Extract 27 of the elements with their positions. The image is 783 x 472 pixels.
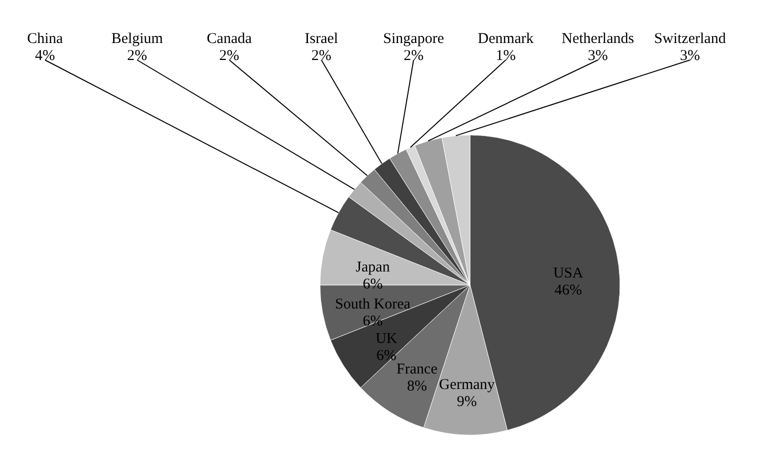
data-label: 6% [362,276,383,292]
slice-label: Japan [356,259,390,276]
slice-label: Netherlands [562,31,634,47]
data-label: 9% [456,394,477,410]
slice-label: UK [376,331,398,348]
slice-label: Singapore [383,31,444,47]
data-label: 2% [127,48,148,64]
data-label: 46% [554,282,582,299]
slice-label: France [396,362,438,378]
slice-label: China [27,31,64,47]
slice-label: Israel [304,31,338,47]
slice-label: South Korea [335,296,411,313]
data-label: 6% [376,348,396,364]
slice-label: Denmark [478,31,534,47]
data-label: 8% [406,378,427,395]
slice-label: Switzerland [654,31,726,47]
slice-label: Belgium [111,31,164,47]
data-label: 3% [588,48,608,64]
data-label: 4% [35,48,55,64]
data-label: 3% [680,48,700,64]
data-label: 1% [496,48,516,64]
data-label: 2% [219,48,240,64]
slice-label: Canada [206,31,252,47]
data-label: 2% [311,48,332,64]
slice-label: Germany [438,376,496,393]
data-label: 2% [404,48,424,64]
slice-label: USA [553,266,584,282]
